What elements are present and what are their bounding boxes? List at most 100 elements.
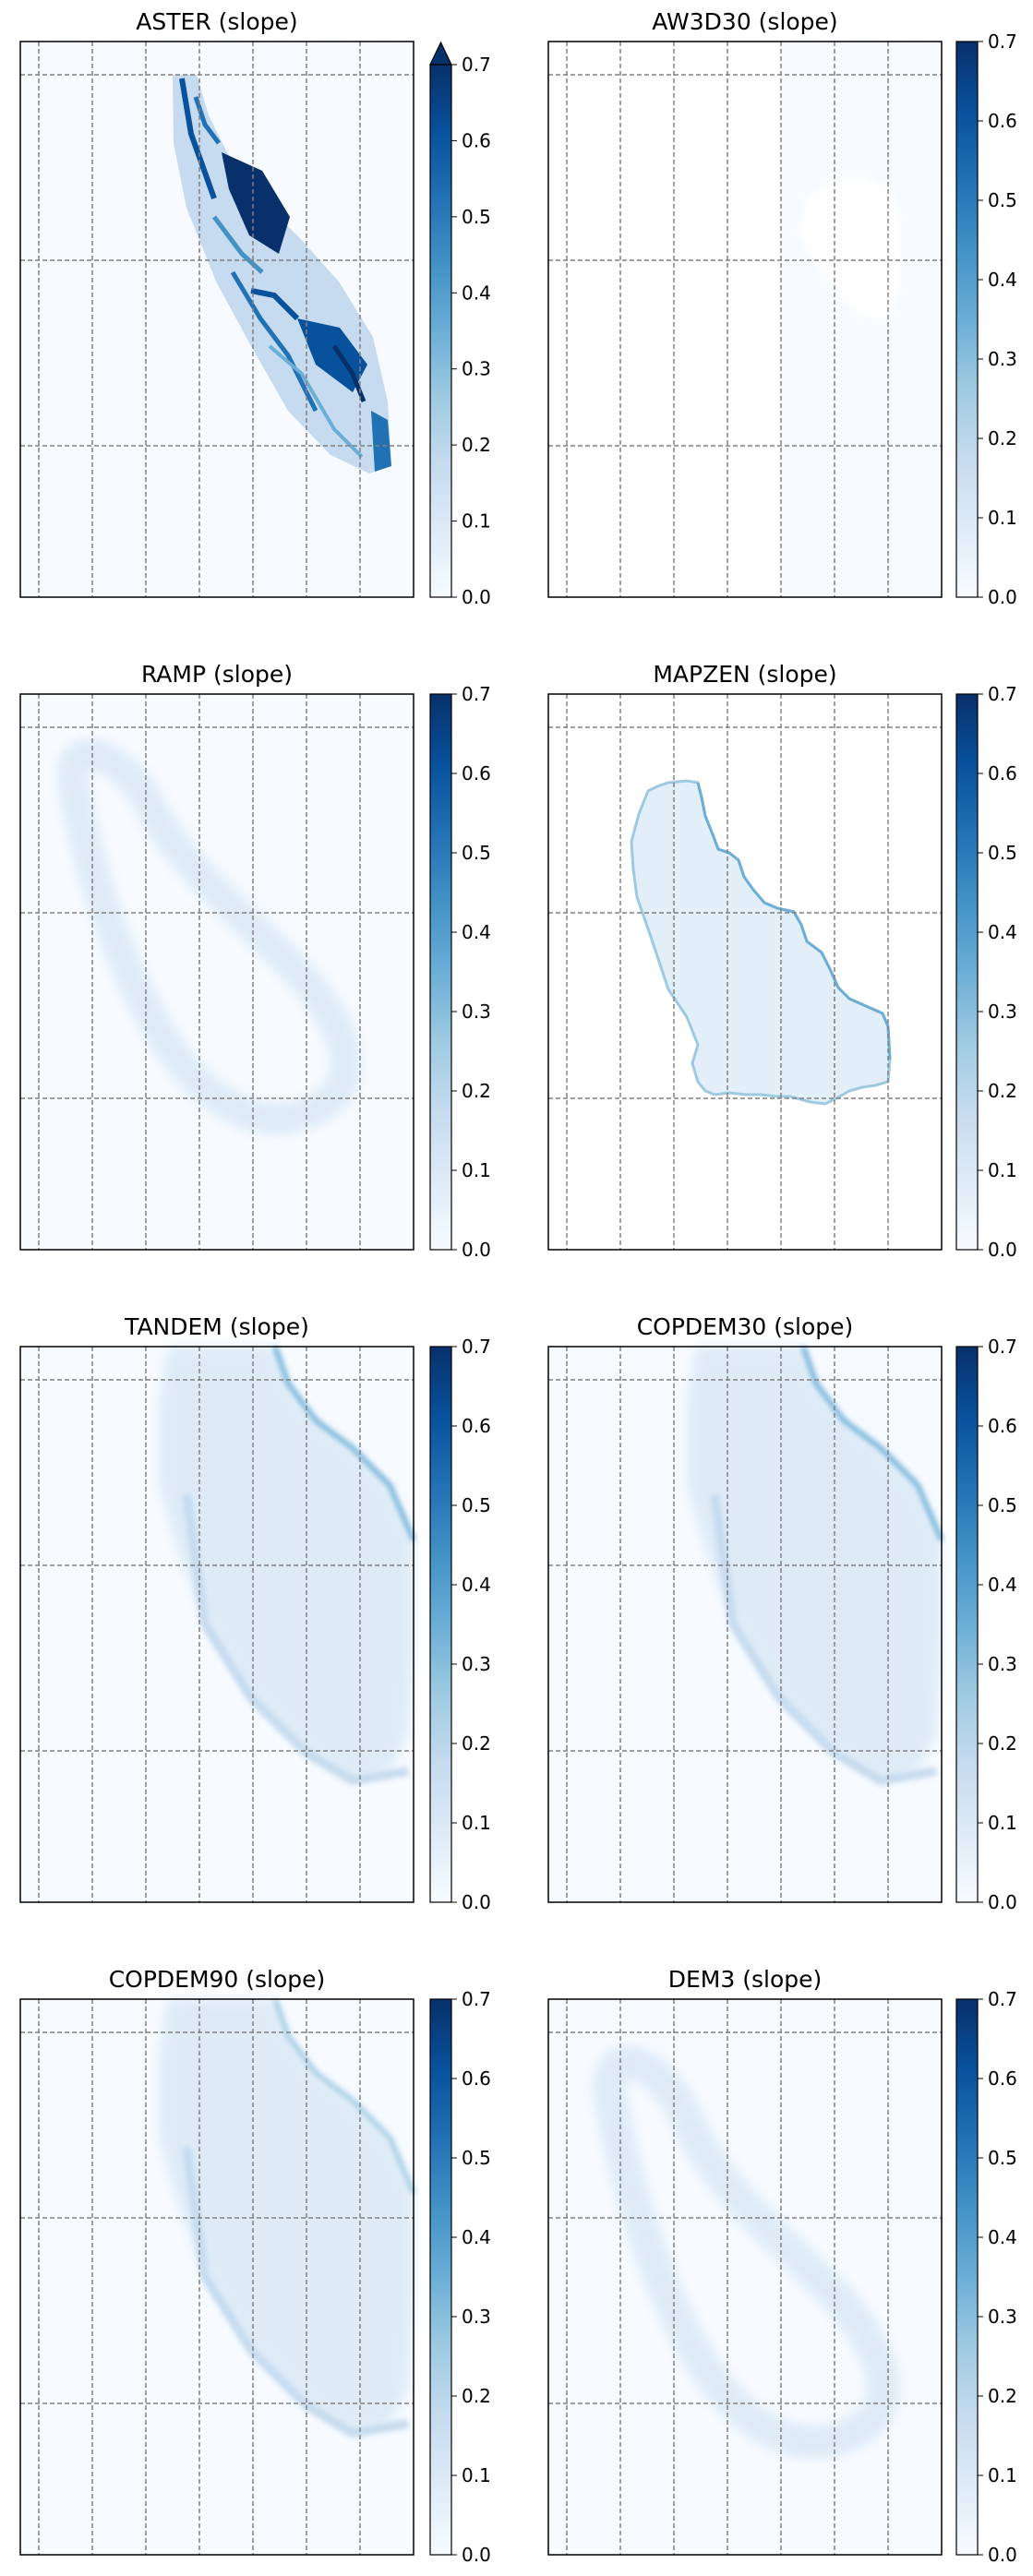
map-area (547, 1998, 943, 2556)
tick-label: 0.6 (988, 2067, 1017, 2090)
streak-5 (268, 344, 364, 459)
tick-label: 0.2 (988, 2385, 1017, 2407)
map-area (19, 1998, 416, 2556)
panel-title: COPDEM90 (slope) (109, 1966, 326, 1993)
tick-label: 0.4 (462, 921, 491, 943)
grid-lines (20, 1999, 414, 2555)
colorbar-extend-arrow (429, 41, 452, 66)
tick-label: 0.4 (462, 282, 491, 304)
tick-label: 0.2 (462, 2385, 491, 2407)
tick-label: 0.4 (462, 2226, 491, 2248)
axes-frame (19, 693, 414, 1251)
streak-4 (250, 288, 300, 321)
tick-label: 0.2 (462, 434, 491, 456)
region-edge-right (371, 411, 391, 472)
panel-title: ASTER (slope) (136, 8, 297, 35)
tick-label: 0.1 (462, 510, 491, 533)
grid-lines (548, 42, 942, 597)
tick-label: 0.5 (462, 2147, 491, 2169)
colorbar-gradient (955, 1998, 979, 2556)
slope-field (173, 75, 391, 473)
tick-label: 0.7 (462, 54, 491, 76)
region-edge (272, 1998, 416, 2194)
tick-label: 0.7 (462, 1336, 491, 1358)
tick-label: 0.0 (462, 1891, 491, 1913)
tick-label: 0.7 (462, 683, 491, 705)
map-area (547, 41, 943, 598)
map-area (547, 1346, 944, 1903)
streak-1 (179, 78, 217, 200)
colorbar-ticks: 0.0 0.1 0.2 0.3 0.4 0.5 0.6 0.7 (978, 683, 1017, 1261)
colorbar: 0.0 0.1 0.2 0.3 0.4 0.5 0.6 0.7 (955, 683, 1017, 1261)
tick-label: 0.5 (988, 842, 1017, 864)
map-area (19, 693, 414, 1251)
tick-label: 0.2 (462, 1080, 491, 1102)
colorbar-ticks: 0.0 0.1 0.2 0.3 0.4 0.5 0.6 0.7 (978, 1336, 1017, 1913)
colorbar-ticks: 0.0 0.1 0.2 0.3 0.4 0.5 0.6 0.7 (451, 683, 491, 1261)
tick-label: 0.4 (988, 269, 1017, 291)
panel-title: COPDEM30 (slope) (637, 1313, 854, 1340)
region-outline-nodata (799, 178, 901, 318)
tick-label: 0.2 (988, 427, 1017, 449)
panel-title: MAPZEN (slope) (653, 661, 836, 688)
colorbar-ticks: 0.0 0.1 0.2 0.3 0.4 0.5 0.6 0.7 (451, 1988, 491, 2566)
tick-label: 0.5 (988, 1494, 1017, 1516)
grid-lines (20, 694, 414, 1250)
tick-label: 0.5 (988, 189, 1017, 211)
tick-label: 0.4 (988, 2226, 1017, 2248)
colorbar-gradient (429, 1998, 452, 2556)
tick-label: 0.0 (988, 1891, 1017, 1913)
tick-label: 0.3 (988, 2306, 1017, 2328)
panel-dem3: DEM3 (slope) 0.0 0.1 0.2 0.3 0.4 0.5 0.6 (547, 1966, 1017, 2566)
streak-3 (230, 270, 318, 413)
region-high-upper (222, 152, 290, 254)
grid-lines (548, 1347, 942, 1902)
colorbar-ticks: 0.0 0.1 0.2 0.3 0.4 0.5 0.6 0.7 (978, 1988, 1017, 2566)
region-edge-lower (182, 2146, 409, 2438)
tick-label: 0.3 (462, 1653, 491, 1675)
tick-label: 0.5 (462, 842, 491, 864)
tick-label: 0.3 (988, 1653, 1017, 1675)
colorbar: 0.0 0.1 0.2 0.3 0.4 0.5 0.6 0.7 (429, 1336, 491, 1913)
slope-ring (56, 738, 362, 1135)
tick-label: 0.0 (462, 586, 491, 608)
tick-label: 0.2 (462, 1732, 491, 1755)
streak-2 (193, 96, 221, 145)
tick-label: 0.0 (462, 1239, 491, 1261)
colorbar: 0.0 0.1 0.2 0.3 0.4 0.5 0.6 0.7 (429, 683, 491, 1261)
map-area (19, 1346, 416, 1903)
colorbar: 0.0 0.1 0.2 0.3 0.4 0.5 0.6 0.7 (955, 30, 1017, 608)
tick-label: 0.7 (988, 30, 1017, 53)
tick-label: 0.2 (988, 1732, 1017, 1755)
region-fill (687, 1347, 942, 1780)
tick-label: 0.0 (988, 2544, 1017, 2566)
streak-6 (212, 215, 264, 274)
grid-lines (548, 694, 942, 1250)
axes-frame (547, 1346, 943, 1903)
tick-label: 0.5 (988, 2147, 1017, 2169)
tick-label: 0.7 (988, 1988, 1017, 2010)
tick-label: 0.1 (462, 1812, 491, 1834)
tick-label: 0.1 (988, 1812, 1017, 1834)
axes-frame (547, 41, 943, 598)
grid-lines (20, 42, 414, 597)
panel-title: AW3D30 (slope) (652, 8, 837, 35)
tick-label: 0.5 (462, 206, 491, 228)
panel-aster: ASTER (slope) (19, 8, 491, 608)
tick-label: 0.0 (462, 2544, 491, 2566)
tick-label: 0.7 (988, 1336, 1017, 1358)
tick-label: 0.6 (988, 110, 1017, 132)
map-area (547, 693, 943, 1251)
panel-ramp: RAMP (slope) 0.0 0.1 0.2 0.3 0.4 0.5 0.6 (19, 661, 491, 1261)
axes-frame (19, 1998, 414, 2556)
panel-mapzen: MAPZEN (slope) 0.0 0.1 0.2 0.3 0.4 0.5 (547, 661, 1017, 1261)
colorbar-gradient (955, 1346, 979, 1903)
tick-label: 0.4 (988, 921, 1017, 943)
colorbar-gradient (955, 41, 979, 598)
tick-label: 0.6 (988, 762, 1017, 785)
tick-label: 0.3 (988, 1000, 1017, 1023)
tick-label: 0.3 (462, 358, 491, 380)
panel-tandem: TANDEM (slope) 0.0 0.1 0.2 0.3 0.4 0.5 (19, 1313, 491, 1913)
edge-highlight (696, 782, 892, 1060)
